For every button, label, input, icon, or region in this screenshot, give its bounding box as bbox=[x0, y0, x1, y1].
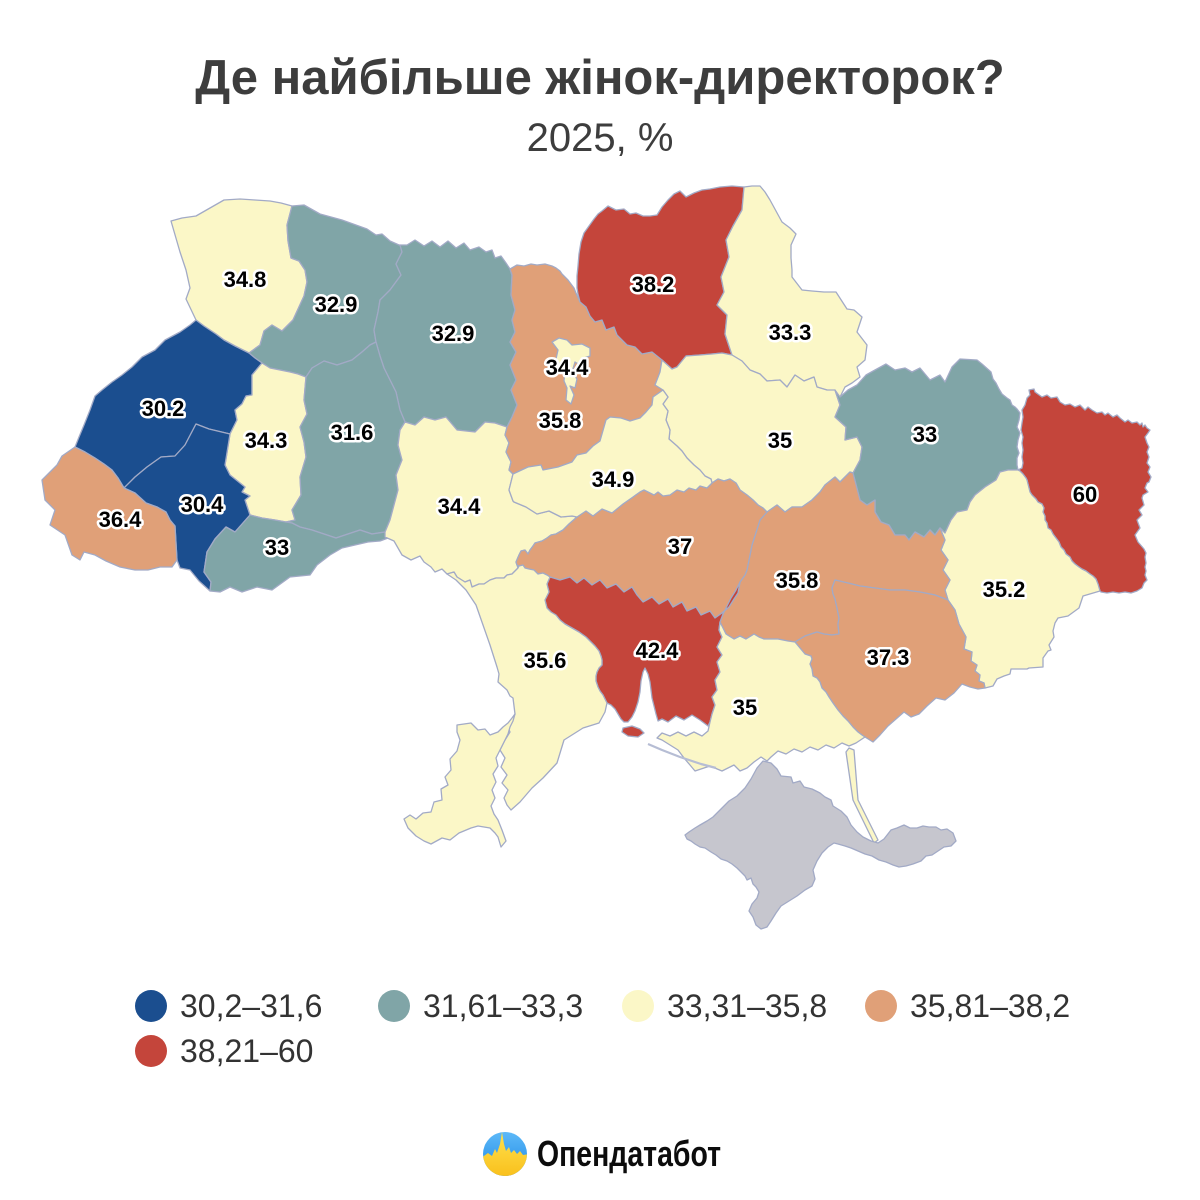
svg-text:Де найбільше жінок-директорок?: Де найбільше жінок-директорок? bbox=[195, 51, 1004, 105]
svg-text:34.4: 34.4 bbox=[546, 355, 590, 380]
svg-text:34.3: 34.3 bbox=[245, 428, 288, 453]
svg-text:30,2–31,6: 30,2–31,6 bbox=[180, 988, 322, 1024]
svg-text:34.4: 34.4 bbox=[438, 494, 482, 519]
svg-text:34.8: 34.8 bbox=[224, 267, 267, 292]
svg-text:Опендатабот: Опендатабот bbox=[537, 1134, 721, 1174]
svg-text:35.8: 35.8 bbox=[776, 568, 819, 593]
svg-text:32.9: 32.9 bbox=[315, 292, 358, 317]
svg-text:37.3: 37.3 bbox=[867, 645, 910, 670]
svg-text:31.6: 31.6 bbox=[331, 420, 374, 445]
svg-text:30.4: 30.4 bbox=[181, 492, 225, 517]
svg-text:2025, %: 2025, % bbox=[527, 116, 674, 160]
svg-text:33: 33 bbox=[913, 422, 937, 447]
svg-text:35: 35 bbox=[768, 428, 792, 453]
svg-text:35.6: 35.6 bbox=[524, 648, 567, 673]
svg-text:42.4: 42.4 bbox=[636, 638, 680, 663]
svg-text:33,31–35,8: 33,31–35,8 bbox=[667, 988, 827, 1024]
svg-text:32.9: 32.9 bbox=[432, 321, 475, 346]
svg-text:35,81–38,2: 35,81–38,2 bbox=[910, 988, 1070, 1024]
svg-text:36.4: 36.4 bbox=[99, 507, 143, 532]
svg-text:34.9: 34.9 bbox=[592, 467, 635, 492]
svg-text:37: 37 bbox=[668, 534, 692, 559]
svg-text:60: 60 bbox=[1073, 482, 1097, 507]
svg-text:35.2: 35.2 bbox=[983, 577, 1026, 602]
svg-text:33.3: 33.3 bbox=[769, 320, 812, 345]
svg-text:38.2: 38.2 bbox=[632, 272, 675, 297]
svg-text:35.8: 35.8 bbox=[539, 408, 582, 433]
svg-text:38,21–60: 38,21–60 bbox=[180, 1033, 313, 1069]
svg-text:33: 33 bbox=[265, 535, 289, 560]
svg-text:35: 35 bbox=[733, 695, 757, 720]
svg-text:31,61–33,3: 31,61–33,3 bbox=[423, 988, 583, 1024]
svg-text:30.2: 30.2 bbox=[142, 396, 185, 421]
